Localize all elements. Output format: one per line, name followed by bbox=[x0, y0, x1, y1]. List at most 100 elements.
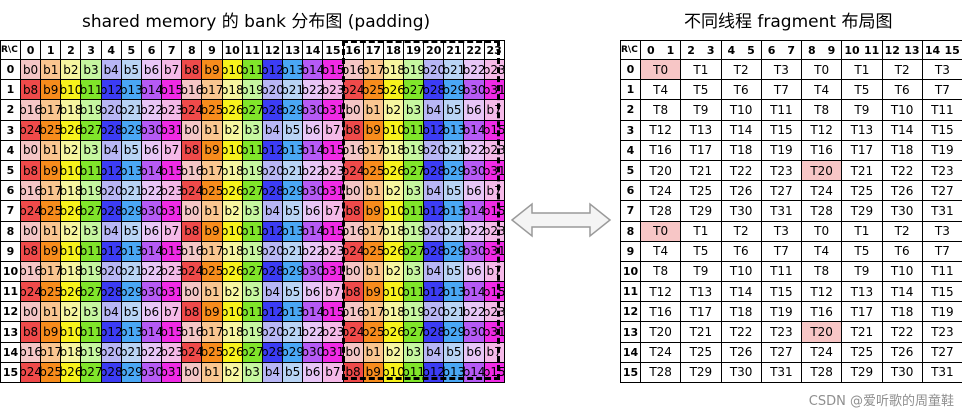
bank-cell: b18 bbox=[61, 261, 82, 283]
thread-cell: T14 bbox=[882, 120, 923, 141]
thread-cell: T27 bbox=[761, 181, 802, 202]
thread-cell: T3 bbox=[922, 60, 962, 81]
bank-cell: b6 bbox=[141, 140, 163, 161]
bank-cell: b30 bbox=[141, 362, 163, 383]
bank-cell: b13 bbox=[121, 160, 142, 182]
bank-cell: b25 bbox=[363, 322, 384, 343]
thread-cell: T21 bbox=[842, 160, 883, 182]
column-header: 15 bbox=[944, 43, 960, 57]
bank-cell: b29 bbox=[444, 241, 465, 262]
bank-cell: b30 bbox=[303, 342, 324, 363]
column-header: 3 bbox=[81, 41, 102, 60]
column-header: 8 bbox=[807, 43, 816, 57]
bank-cell: b6 bbox=[303, 282, 324, 303]
bank-cell: b15 bbox=[323, 221, 344, 242]
bank-cell: b12 bbox=[262, 60, 284, 81]
thread-cell: T21 bbox=[842, 322, 883, 343]
bank-cell: b30 bbox=[464, 322, 485, 343]
bank-cell: b30 bbox=[303, 100, 324, 121]
bank-cell: b1 bbox=[363, 261, 384, 283]
bank-cell: b26 bbox=[61, 362, 82, 383]
bank-cell: b25 bbox=[41, 282, 62, 303]
thread-cell: T15 bbox=[922, 120, 962, 141]
thread-cell: T25 bbox=[842, 181, 883, 202]
bank-cell: b25 bbox=[41, 201, 62, 222]
bank-cell: b22 bbox=[464, 221, 485, 242]
bank-cell: b30 bbox=[464, 241, 485, 262]
bank-cell: b2 bbox=[222, 201, 243, 222]
row-header: 6 bbox=[1, 181, 21, 202]
thread-cell: T15 bbox=[922, 282, 962, 303]
bank-cell: b23 bbox=[323, 241, 344, 262]
bank-cell: b14 bbox=[141, 80, 163, 101]
thread-cell: T2 bbox=[721, 221, 762, 242]
bank-cell: b15 bbox=[162, 322, 183, 343]
column-header: 11 bbox=[864, 43, 880, 57]
column-header: 6 bbox=[767, 43, 776, 57]
bank-cell: b14 bbox=[464, 282, 485, 303]
bank-cell: b2 bbox=[383, 100, 404, 121]
column-header: 4 bbox=[101, 41, 122, 60]
thread-cell: T5 bbox=[842, 241, 883, 262]
thread-cell: T17 bbox=[681, 140, 722, 161]
bank-cell: b27 bbox=[403, 160, 425, 182]
thread-cell: T8 bbox=[641, 261, 682, 283]
thread-cell: T11 bbox=[922, 100, 962, 121]
thread-cell: T22 bbox=[721, 160, 762, 182]
thread-cell: T29 bbox=[842, 362, 883, 383]
bank-cell: b16 bbox=[182, 241, 203, 262]
thread-cell: T0 bbox=[802, 60, 843, 81]
bank-cell: b28 bbox=[262, 342, 284, 363]
column-header: 10 bbox=[222, 41, 243, 60]
bank-cell: b4 bbox=[262, 362, 284, 383]
bank-cell: b9 bbox=[363, 201, 384, 222]
bank-cell: b24 bbox=[182, 342, 203, 363]
bank-cell: b20 bbox=[424, 60, 445, 81]
bank-cell: b29 bbox=[283, 261, 304, 283]
bank-cell: b16 bbox=[21, 100, 42, 121]
thread-cell: T20 bbox=[802, 322, 843, 343]
bank-cell: b26 bbox=[61, 282, 82, 303]
column-header: 16 bbox=[343, 41, 364, 60]
bank-cell: b1 bbox=[41, 221, 62, 242]
thread-cell: T13 bbox=[842, 120, 883, 141]
bank-cell: b2 bbox=[61, 60, 82, 81]
bank-cell: b11 bbox=[242, 140, 263, 161]
column-header: 5 bbox=[747, 43, 755, 57]
bank-cell: b0 bbox=[182, 362, 203, 383]
thread-cell: T19 bbox=[761, 140, 802, 161]
thread-cell: T26 bbox=[721, 342, 762, 363]
bank-cell: b7 bbox=[323, 120, 344, 141]
bank-cell: b18 bbox=[61, 181, 82, 202]
bank-cell: b8 bbox=[21, 160, 42, 182]
bank-cell: b30 bbox=[141, 282, 163, 303]
thread-cell: T28 bbox=[802, 362, 843, 383]
bank-cell: b22 bbox=[141, 181, 163, 202]
bank-cell: b3 bbox=[403, 100, 425, 121]
bank-cell: b29 bbox=[444, 80, 465, 101]
bank-cell: b13 bbox=[444, 120, 465, 141]
row-header: 15 bbox=[621, 362, 641, 383]
thread-cell: T20 bbox=[641, 322, 682, 343]
row-header: 12 bbox=[621, 302, 641, 323]
bank-cell: b1 bbox=[41, 60, 62, 81]
thread-cell: T18 bbox=[882, 302, 923, 323]
bank-cell: b1 bbox=[363, 181, 384, 202]
bank-cell: b5 bbox=[444, 100, 465, 121]
thread-cell: T24 bbox=[802, 342, 843, 363]
bank-cell: b13 bbox=[121, 322, 142, 343]
column-header-pair: 12 13 bbox=[882, 41, 923, 60]
bank-cell: b12 bbox=[101, 322, 122, 343]
bank-cell: b20 bbox=[101, 181, 122, 202]
thread-cell: T14 bbox=[721, 120, 762, 141]
bank-cell: b15 bbox=[323, 302, 344, 323]
bank-cell: b28 bbox=[262, 181, 284, 202]
bank-cell: b17 bbox=[363, 60, 384, 81]
bank-cell: b5 bbox=[121, 221, 142, 242]
thread-cell: T11 bbox=[761, 261, 802, 283]
thread-cell: T11 bbox=[761, 100, 802, 121]
bank-cell: b22 bbox=[464, 60, 485, 81]
